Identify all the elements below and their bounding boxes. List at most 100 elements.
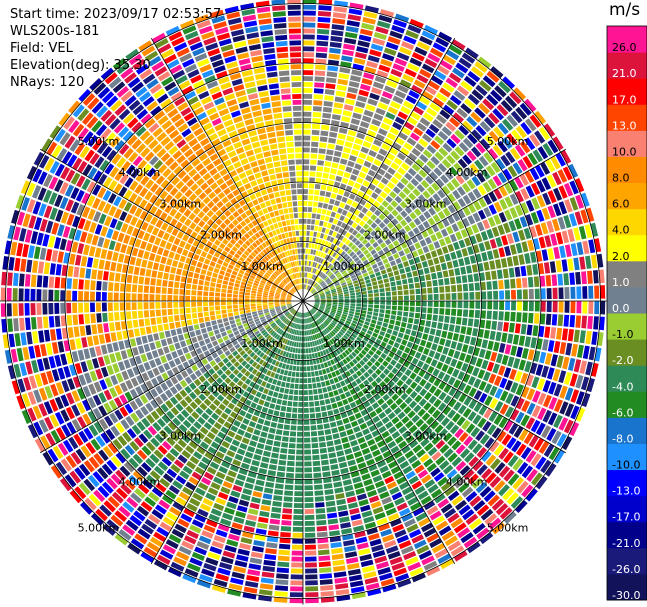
radar-gate — [268, 357, 274, 364]
radar-gate — [504, 406, 514, 418]
radar-gate — [362, 301, 368, 304]
radar-gate — [205, 275, 211, 282]
instrument-label: WLS200s-181 — [10, 24, 100, 39]
radar-gate — [356, 301, 362, 304]
radar-gate — [197, 290, 203, 296]
radar-gate — [206, 342, 213, 350]
radar-gate — [428, 207, 437, 216]
radar-gate — [477, 369, 486, 379]
radar-gate — [170, 329, 177, 337]
radar-gate — [486, 361, 495, 372]
radar-gate — [242, 334, 249, 340]
radar-gate — [448, 44, 463, 56]
radar-gate — [474, 282, 480, 291]
radar-gate — [315, 514, 326, 520]
radar-gate — [245, 307, 251, 311]
radar-gate — [172, 335, 179, 343]
radar-gate — [312, 315, 317, 320]
radar-gate — [121, 370, 130, 381]
radar-gate — [491, 427, 502, 439]
radar-gate — [289, 383, 295, 389]
radar-gate — [144, 496, 157, 508]
radar-gate — [450, 358, 458, 368]
radar-gate — [428, 243, 435, 251]
radar-gate — [290, 377, 295, 383]
radar-gate — [306, 266, 309, 272]
radar-gate — [157, 445, 168, 455]
radar-gate — [543, 123, 556, 138]
radar-gate — [297, 348, 301, 354]
radar-gate — [331, 162, 339, 169]
radar-gate — [325, 500, 336, 507]
radar-gate — [341, 209, 348, 216]
radar-gate — [253, 454, 262, 461]
radar-gate — [515, 242, 523, 254]
radar-gate — [369, 444, 379, 452]
radar-gate — [446, 366, 455, 375]
radar-gate — [396, 280, 402, 286]
radar-gate — [598, 269, 605, 284]
radar-gate — [422, 245, 430, 254]
radar-gate — [233, 406, 241, 414]
radar-gate — [318, 318, 323, 324]
radar-gate — [293, 395, 299, 401]
radar-gate — [51, 144, 63, 159]
radar-gate — [435, 520, 449, 531]
radar-gate — [347, 86, 359, 94]
radar-gate — [346, 248, 353, 255]
radar-gate — [48, 356, 56, 369]
radar-gate — [117, 253, 125, 263]
radar-gate — [534, 301, 540, 312]
radar-gate — [350, 295, 356, 299]
radar-gate — [137, 310, 144, 319]
radar-gate — [212, 324, 219, 331]
radar-gate — [247, 508, 259, 516]
radar-gate — [96, 313, 102, 323]
radar-gate — [331, 371, 337, 378]
radar-gate — [521, 484, 534, 498]
radar-gate — [150, 278, 156, 286]
radar-gate — [344, 264, 350, 270]
radar-gate — [84, 313, 90, 324]
radar-gate — [352, 112, 362, 120]
radar-gate — [317, 278, 322, 284]
radar-gate — [504, 279, 510, 289]
radar-gate — [235, 279, 241, 285]
radar-gate — [426, 107, 438, 118]
radar-gate — [61, 424, 72, 438]
radar-gate — [384, 85, 396, 94]
radar-gate — [489, 398, 499, 409]
radar-gate — [61, 264, 68, 277]
radar-gate — [310, 425, 317, 431]
radar-gate — [232, 459, 242, 467]
radar-gate — [375, 368, 382, 376]
radar-gate — [304, 431, 311, 437]
radar-gate — [202, 497, 214, 507]
radar-gate — [377, 317, 384, 322]
radar-gate — [246, 426, 254, 434]
radar-gate — [341, 237, 348, 243]
radar-gate — [528, 301, 534, 312]
radar-gate — [411, 572, 426, 583]
radar-gate — [167, 308, 173, 316]
radar-gate — [304, 526, 316, 532]
radar-gate — [367, 311, 373, 316]
radar-gate — [392, 95, 404, 105]
radar-gate — [232, 350, 239, 357]
radar-gate — [252, 354, 259, 361]
radar-gate — [439, 308, 445, 315]
radar-gate — [150, 388, 159, 398]
radar-gate — [500, 99, 513, 113]
radar-gate — [185, 307, 191, 314]
radar-gate — [356, 493, 367, 501]
radar-gate — [324, 310, 330, 314]
radar-gate — [448, 324, 455, 332]
radar-gate — [278, 549, 290, 556]
radar-gate — [251, 290, 257, 294]
radar-gate — [21, 409, 32, 424]
radar-gate — [169, 386, 178, 395]
radar-gate — [356, 297, 362, 301]
radar-gate — [473, 200, 482, 211]
radar-gate — [341, 55, 353, 62]
radar-gate — [342, 365, 348, 372]
